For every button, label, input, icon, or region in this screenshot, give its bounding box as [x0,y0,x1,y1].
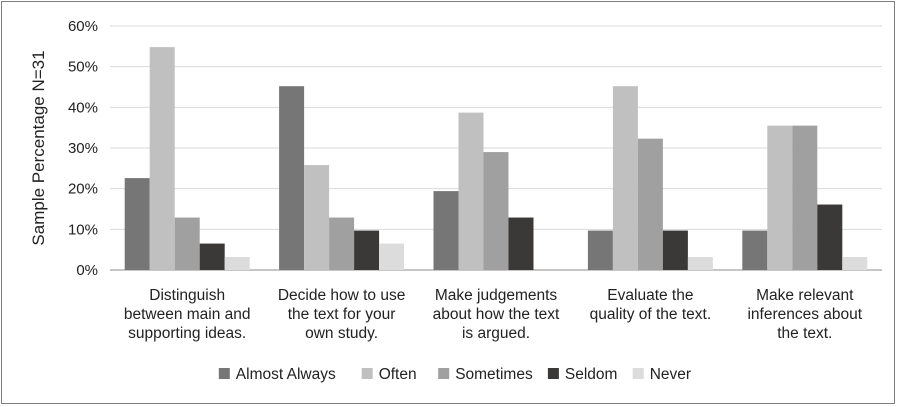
x-tick-label: Evaluate the [607,287,693,304]
x-tick-label: the text for your [288,306,396,323]
bar [329,217,355,270]
legend-swatch [547,368,559,379]
bar [508,217,534,270]
bar [433,191,459,270]
bar [612,86,638,270]
legend-swatch [632,368,644,379]
x-tick-label: Make relevant [756,287,854,304]
y-tick-label: 60% [68,18,98,35]
x-tick-label: Decide how to use [278,287,406,304]
x-tick-label: supporting ideas. [128,325,246,342]
legend-swatch [438,368,450,379]
bar [767,125,793,270]
x-tick-label: about how the text [433,306,560,323]
x-tick-label: inferences about [747,306,862,323]
bar [354,230,380,270]
bar [637,138,663,270]
bar [224,256,250,270]
bar [199,243,225,270]
legend-label: Often [379,366,417,383]
bar [842,256,868,270]
bar [124,178,150,270]
bar [174,217,200,270]
legend-label: Sometimes [455,366,533,383]
legend-swatch [361,368,373,379]
bar [458,112,484,271]
bar [817,204,843,270]
bar [304,165,330,270]
x-tick-label: Distinguish [149,287,225,304]
y-tick-label: 40% [68,99,98,116]
x-tick-label: quality of the text. [590,306,712,323]
y-axis-title: Sample Percentage N=31 [29,50,48,245]
legend-label: Never [650,366,691,383]
x-tick-label: is argued. [462,325,530,342]
bar [687,256,713,270]
x-tick-label: own study. [305,325,378,342]
bar [149,47,175,270]
x-tick-label: the text. [777,325,832,342]
y-tick-label: 0% [76,262,98,279]
y-tick-label: 50% [68,59,98,76]
bar [792,125,818,270]
x-tick-label: between main and [124,306,251,323]
legend-swatch [218,368,230,379]
y-tick-label: 30% [68,140,98,157]
legend-label: Seldom [565,366,618,383]
bar [742,230,768,270]
bar [587,230,613,270]
bar [379,243,405,270]
y-tick-label: 20% [68,181,98,198]
legend-label: Almost Always [236,366,336,383]
bar [279,86,305,270]
y-tick-label: 10% [68,221,98,238]
bar [662,230,688,270]
x-tick-label: Make judgements [435,287,558,304]
bar [483,152,509,270]
